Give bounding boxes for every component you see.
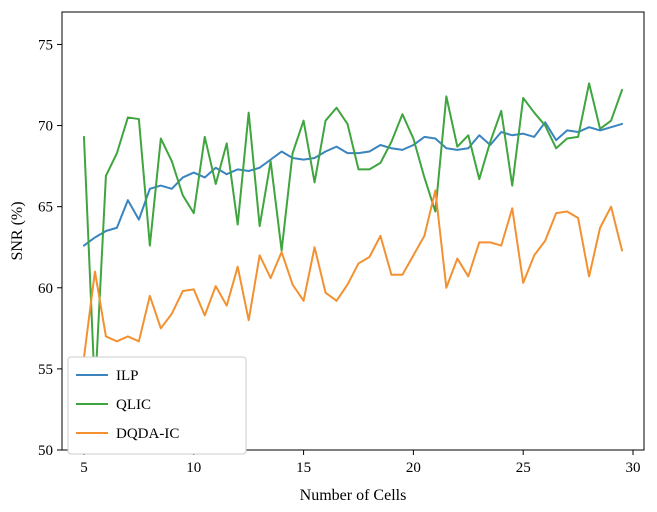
- x-tick-label: 5: [80, 460, 88, 476]
- series-line-qlic: [82, 82, 624, 393]
- legend-box: [67, 356, 247, 455]
- series-line-dqda-ic: [82, 189, 624, 359]
- y-axis-title: SNR (%): [9, 201, 26, 260]
- x-tick-label: 30: [626, 460, 641, 476]
- legend-label: ILP: [116, 368, 139, 384]
- y-tick-label: 55: [38, 362, 53, 378]
- y-tick-label: 60: [38, 281, 53, 297]
- axes-layer: 5 10 15 20 25 30 50 55 60 65 70 75: [38, 11, 645, 476]
- legend-label: QLIC: [116, 397, 151, 413]
- series-line-ilp: [82, 121, 624, 247]
- x-tick-label: 25: [516, 460, 531, 476]
- series-layer: [82, 82, 624, 393]
- x-tick-label: 10: [186, 460, 201, 476]
- y-tick-label: 75: [38, 37, 53, 53]
- x-axis-title: Number of Cells: [300, 487, 407, 504]
- x-tick-label: 20: [406, 460, 421, 476]
- plot-frame: [61, 11, 645, 451]
- legend-label: DQDA-IC: [116, 426, 179, 442]
- y-tick-label: 65: [38, 200, 53, 216]
- y-tick-label: 70: [38, 119, 53, 135]
- legend: ILP QLIC DQDA-IC: [67, 356, 247, 455]
- y-tick-label: 50: [38, 443, 53, 459]
- x-tick-label: 15: [296, 460, 311, 476]
